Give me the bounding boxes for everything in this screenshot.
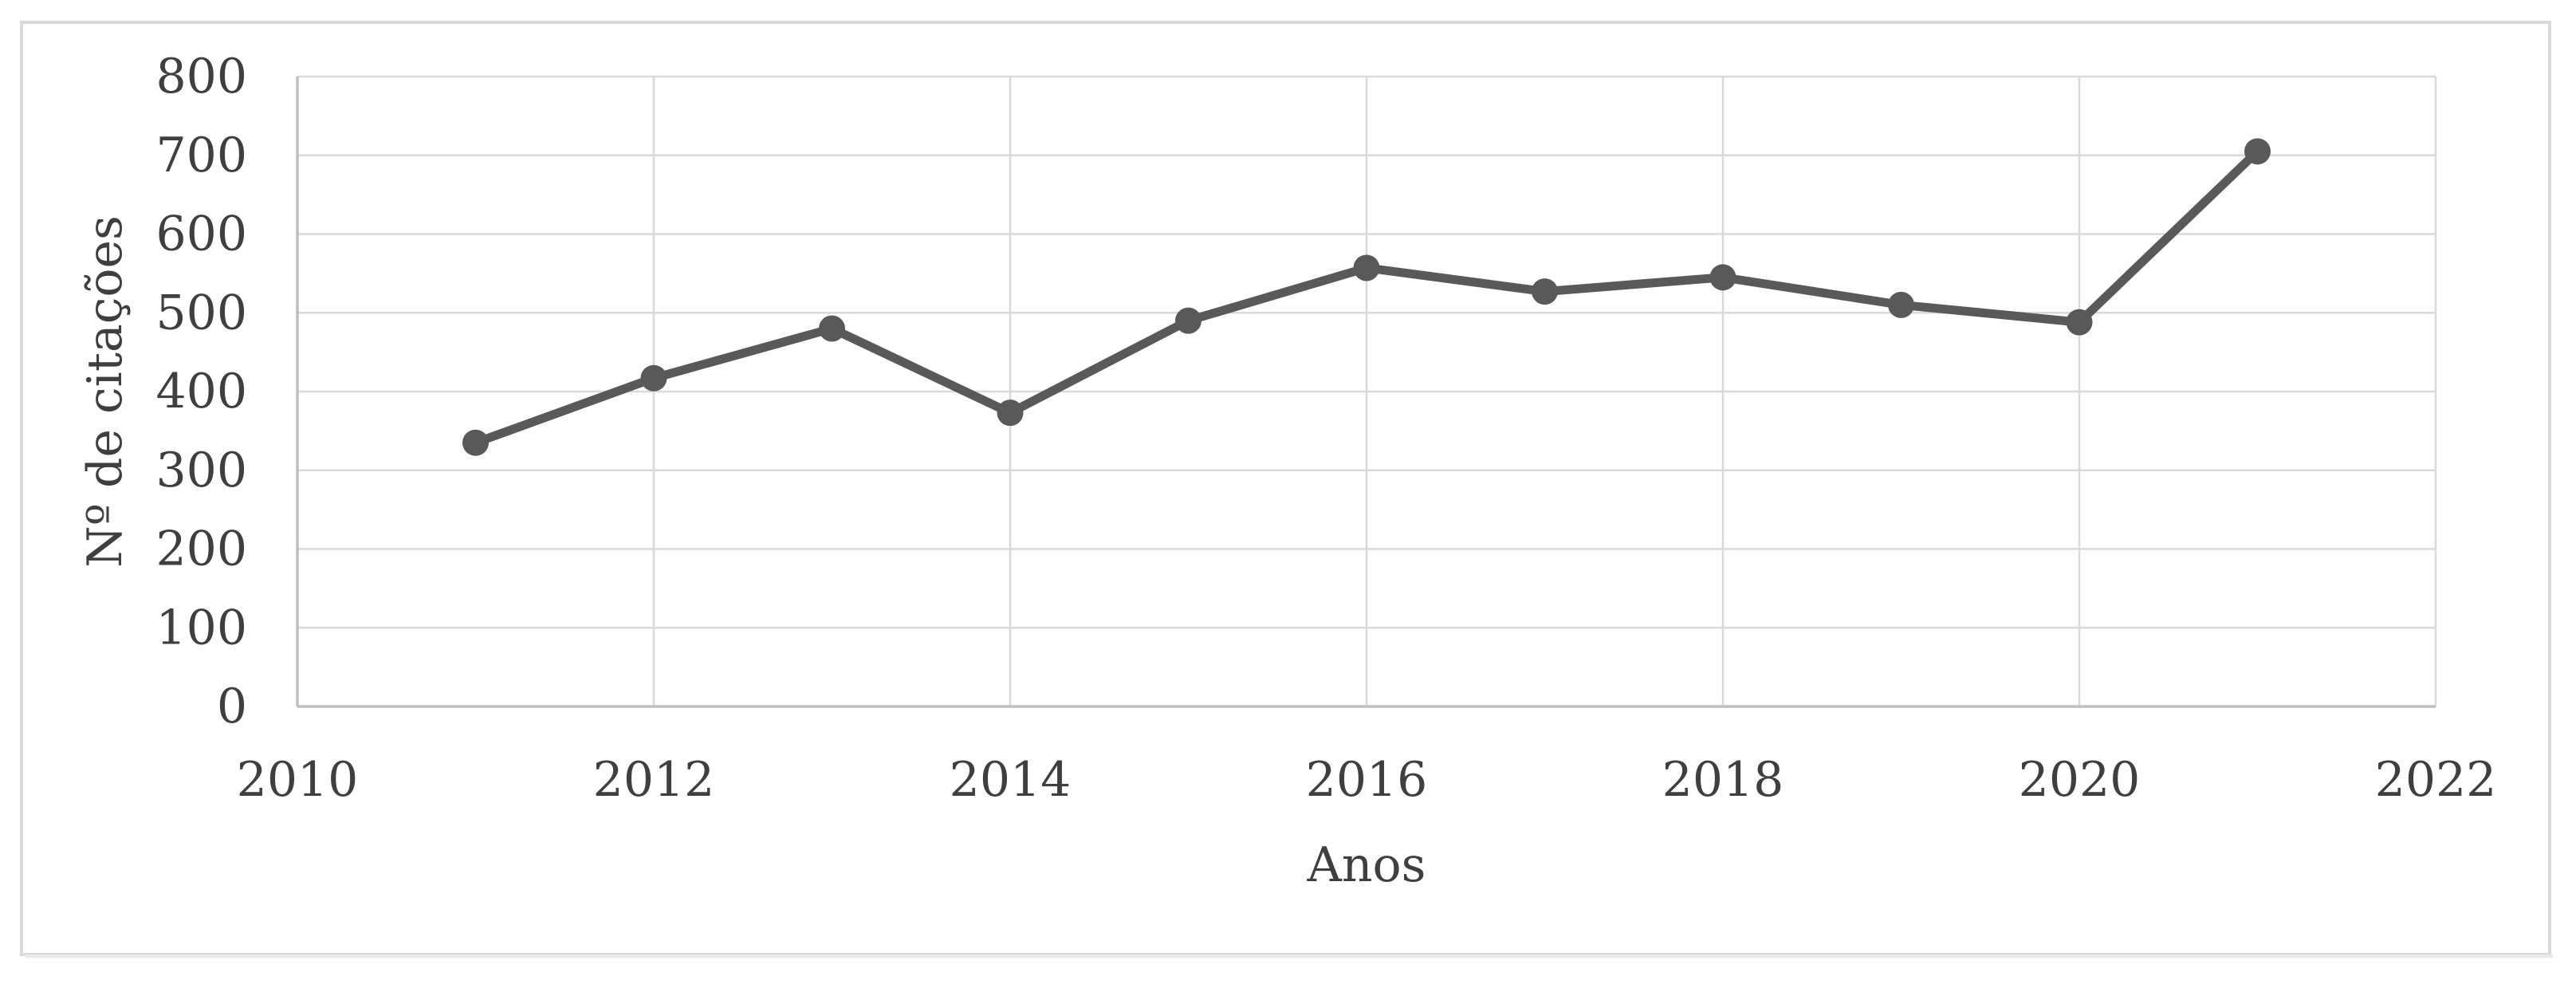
figure-frame-border bbox=[20, 21, 2551, 956]
y-tick-label-700: 700 bbox=[155, 128, 247, 183]
x-axis-title: Anos bbox=[1307, 837, 1426, 893]
data-point-2014 bbox=[997, 400, 1024, 427]
y-tick-label-100: 100 bbox=[155, 600, 247, 655]
y-tick-label-0: 0 bbox=[217, 679, 247, 734]
y-axis-title: Nº de citações bbox=[77, 215, 133, 567]
data-point-2018 bbox=[1709, 264, 1736, 291]
data-point-2011 bbox=[462, 429, 489, 456]
series-layer bbox=[462, 138, 2271, 456]
tick-labels-layer: 0 100 200 300 400 500 600 700 800 2010 2012 2014 201… bbox=[155, 49, 2496, 808]
data-point-2021 bbox=[2244, 138, 2271, 165]
x-tick-label-2022: 2022 bbox=[2375, 752, 2497, 808]
data-point-2012 bbox=[640, 364, 667, 392]
data-point-2017 bbox=[1532, 278, 1558, 305]
gridlines-layer bbox=[297, 75, 2437, 707]
y-tick-label-200: 200 bbox=[155, 522, 247, 577]
y-tick-label-800: 800 bbox=[155, 49, 247, 104]
data-point-2019 bbox=[1888, 291, 1914, 318]
data-point-2016 bbox=[1353, 254, 1380, 281]
data-point-2013 bbox=[819, 315, 845, 342]
x-tick-label-2010: 2010 bbox=[237, 752, 359, 808]
y-tick-label-400: 400 bbox=[155, 364, 247, 419]
x-tick-label-2014: 2014 bbox=[950, 752, 1072, 808]
x-tick-label-2012: 2012 bbox=[593, 752, 715, 808]
y-tick-label-600: 600 bbox=[155, 207, 247, 262]
axes-layer bbox=[25, 77, 2553, 958]
data-point-2020 bbox=[2066, 309, 2093, 336]
x-tick-label-2020: 2020 bbox=[2019, 752, 2141, 808]
y-tick-label-500: 500 bbox=[155, 285, 247, 340]
x-tick-label-2018: 2018 bbox=[1662, 752, 1784, 808]
y-tick-label-300: 300 bbox=[155, 443, 247, 498]
x-tick-label-2016: 2016 bbox=[1306, 752, 1428, 808]
data-point-2015 bbox=[1175, 307, 1201, 334]
